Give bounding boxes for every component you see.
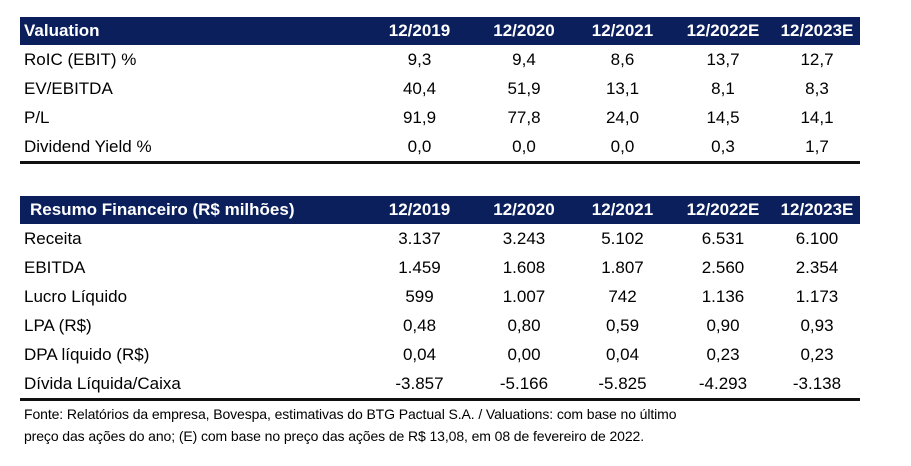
table-cell: 8,6 <box>610 49 635 69</box>
table-cell: 12,7 <box>800 49 834 69</box>
table-cell: 599 <box>405 286 434 306</box>
table-cell: 3.243 <box>502 228 546 248</box>
table-header-row: Valuation 12/2019 12/2020 12/2021 12/202… <box>20 17 860 45</box>
table-cell: 0,0 <box>364 132 475 164</box>
table-cell: 9,3 <box>407 49 432 69</box>
table-row: Dívida Líquida/Caixa -3.857 -5.166 -5.82… <box>20 369 860 401</box>
table-cell: 8,3 <box>805 78 829 98</box>
table-cell: 1.007 <box>502 286 546 306</box>
table-cell: 14,5 <box>706 107 740 127</box>
row-label: Lucro Líquido <box>24 286 128 306</box>
header-cell: 12/2021 <box>573 17 672 45</box>
table-row: Receita 3.137 3.243 5.102 6.531 6.100 <box>20 224 860 253</box>
table-row: EBITDA 1.459 1.608 1.807 2.560 2.354 <box>20 253 860 282</box>
table-row: LPA (R$) 0,48 0,80 0,59 0,90 0,93 <box>20 311 860 340</box>
table-row: P/L 91,9 77,8 24,0 14,5 14,1 <box>20 103 860 132</box>
table-cell: 5.102 <box>601 228 644 248</box>
header-cell: 12/2020 <box>475 196 573 224</box>
table-row: Lucro Líquido 599 1.007 742 1.136 1.173 <box>20 282 860 311</box>
table-cell: 1,7 <box>774 132 860 164</box>
valuation-table: Valuation 12/2019 12/2020 12/2021 12/202… <box>20 17 860 164</box>
row-label: P/L <box>24 107 50 127</box>
table-row: EV/EBITDA 40,4 51,9 13,1 8,1 8,3 <box>20 74 860 103</box>
table-cell: 0,04 <box>402 344 437 364</box>
table-cell: 0,00 <box>507 344 541 364</box>
table-cell: 1.807 <box>601 257 644 277</box>
row-label: DPA líquido (R$) <box>24 344 150 364</box>
table-cell: 0,90 <box>706 315 740 335</box>
header-cell: 12/2021 <box>573 196 672 224</box>
table-cell: 77,8 <box>507 107 541 127</box>
table-cell: 6.100 <box>795 228 839 248</box>
table-cell: 51,9 <box>507 78 541 98</box>
table-cell: 3.137 <box>398 228 441 248</box>
header-cell: 12/2020 <box>475 17 573 45</box>
header-cell: Valuation <box>20 17 364 45</box>
table-cell: 2.354 <box>795 257 839 277</box>
table-cell: -3.138 <box>774 369 860 401</box>
header-cell: 12/2022E <box>672 196 774 224</box>
header-cell: 12/2019 <box>364 17 475 45</box>
table-cell: -3.857 <box>364 369 475 401</box>
table-cell: 0,04 <box>605 344 640 364</box>
table-cell: 13,7 <box>706 49 740 69</box>
table-cell: 9,4 <box>512 49 536 69</box>
header-cell: Resumo Financeiro (R$ milhões) <box>20 196 364 224</box>
table-cell: -5.825 <box>573 369 672 401</box>
table-cell: 2.560 <box>701 257 745 277</box>
table-cell: 0,93 <box>800 315 834 335</box>
table-cell: 742 <box>608 286 637 306</box>
source-footnote: Fonte: Relatórios da empresa, Bovespa, e… <box>24 403 874 447</box>
footnote-line: Fonte: Relatórios da empresa, Bovespa, e… <box>24 406 677 422</box>
table-row: RoIC (EBIT) % 9,3 9,4 8,6 13,7 12,7 <box>20 45 860 74</box>
table-cell: 0,3 <box>672 132 774 164</box>
table-row: DPA líquido (R$) 0,04 0,00 0,04 0,23 0,2… <box>20 340 860 369</box>
table-row: Dividend Yield % 0,0 0,0 0,0 0,3 1,7 <box>20 132 860 164</box>
table-cell: 1.459 <box>398 257 441 277</box>
header-cell: 12/2023E <box>774 17 860 45</box>
table-cell: 24,0 <box>605 107 640 127</box>
table-cell: 0,23 <box>800 344 834 364</box>
header-cell: 12/2019 <box>364 196 475 224</box>
row-label: Receita <box>24 228 82 248</box>
row-label: EV/EBITDA <box>24 78 113 98</box>
table-cell: 1.136 <box>701 286 745 306</box>
footnote-line: preço das ações do ano; (E) com base no … <box>24 428 645 444</box>
table-cell: 91,9 <box>402 107 437 127</box>
table-cell: 14,1 <box>800 107 834 127</box>
row-label: RoIC (EBIT) % <box>24 49 137 69</box>
table-cell: 40,4 <box>402 78 437 98</box>
table-cell: 0,80 <box>507 315 541 335</box>
table-cell: 1.608 <box>502 257 546 277</box>
table-cell: 0,0 <box>475 132 573 164</box>
table-cell: 0,0 <box>573 132 672 164</box>
row-label: LPA (R$) <box>24 315 92 335</box>
resumo-financeiro-table: Resumo Financeiro (R$ milhões) 12/2019 1… <box>20 196 860 401</box>
header-cell: 12/2022E <box>672 17 774 45</box>
table-cell: 13,1 <box>605 78 640 98</box>
table-cell: 0,48 <box>402 315 437 335</box>
table-cell: 8,1 <box>711 78 735 98</box>
table-header-row: Resumo Financeiro (R$ milhões) 12/2019 1… <box>20 196 860 224</box>
row-label: Dividend Yield % <box>20 132 364 164</box>
table-cell: 6.531 <box>701 228 745 248</box>
row-label: Dívida Líquida/Caixa <box>20 369 364 401</box>
table-cell: -4.293 <box>672 369 774 401</box>
table-cell: 0,59 <box>605 315 640 335</box>
header-cell: 12/2023E <box>774 196 860 224</box>
table-cell: -5.166 <box>475 369 573 401</box>
row-label: EBITDA <box>24 257 86 277</box>
table-cell: 1.173 <box>795 286 839 306</box>
table-cell: 0,23 <box>706 344 740 364</box>
